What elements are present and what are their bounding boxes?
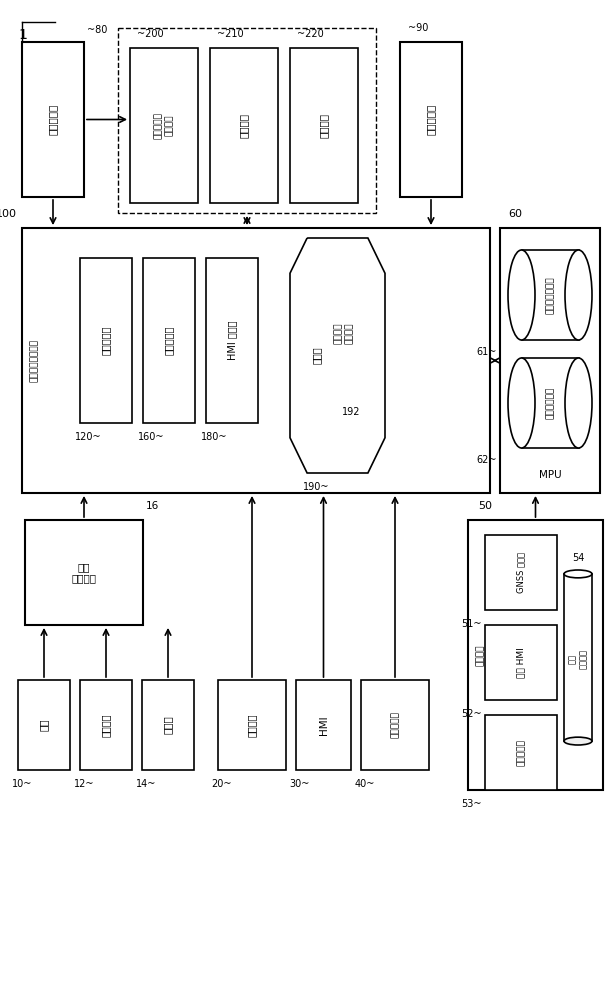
Ellipse shape [508,250,535,340]
Text: 52~: 52~ [461,709,482,719]
Bar [468,520,603,790]
Ellipse shape [565,358,592,448]
Text: 12~: 12~ [74,779,95,789]
Text: 16: 16 [146,501,159,511]
Text: 车辆传感器: 车辆传感器 [390,712,400,738]
Text: ~90: ~90 [409,23,429,33]
Text: 制动装置: 制动装置 [239,113,249,138]
Bar [210,48,278,203]
Bar [22,42,84,197]
Bar [296,680,351,770]
Text: 20~: 20~ [212,779,232,789]
Text: 通信装置: 通信装置 [247,713,257,737]
Bar [361,680,429,770]
Text: 行驶驱动力
输出装置: 行驶驱动力 输出装置 [154,112,174,139]
Ellipse shape [564,737,592,745]
Text: MPU: MPU [539,470,561,480]
Bar [564,574,592,741]
Text: 10~: 10~ [12,779,32,789]
Text: 51~: 51~ [462,619,482,629]
Text: 62~: 62~ [476,455,497,465]
Text: 驾驶操作件: 驾驶操作件 [48,104,58,135]
Text: 14~: 14~ [136,779,156,789]
Text: 192: 192 [342,407,360,417]
Text: 61~: 61~ [476,347,497,357]
Bar [118,28,376,213]
Text: ~200: ~200 [137,29,163,39]
Bar [143,258,195,423]
Bar [206,258,258,423]
Bar [22,228,490,493]
Text: 推荐车道决定部: 推荐车道决定部 [545,276,554,314]
Text: 第二控制部: 第二控制部 [164,326,174,355]
Text: 存储部: 存储部 [312,347,321,364]
Bar [522,358,578,448]
Text: ~80: ~80 [87,25,107,35]
Text: GNSS 接收机: GNSS 接收机 [517,552,525,593]
Text: 第一控制部: 第一控制部 [101,326,111,355]
Text: 控制状态
变更数据: 控制状态 变更数据 [334,322,354,344]
PathPatch shape [290,238,385,473]
Text: 第一
地图信息: 第一 地图信息 [569,649,587,669]
Text: 50: 50 [478,501,492,511]
Text: 1: 1 [18,28,27,42]
Bar [500,228,600,493]
Text: 物体
识别装置: 物体 识别装置 [71,562,96,583]
Text: 路径决定部: 路径决定部 [517,739,525,766]
Text: 相机: 相机 [39,719,49,731]
Bar [290,48,358,203]
Bar [218,680,286,770]
Bar [80,680,132,770]
Bar [485,625,557,700]
Text: 探测器: 探测器 [163,716,173,734]
Text: 自动驾驶控制装置: 自动驾驶控制装置 [29,339,38,382]
Text: 导航 HMI: 导航 HMI [517,647,525,678]
Text: 转向装置: 转向装置 [319,113,329,138]
Text: HMI 控制部: HMI 控制部 [227,321,237,360]
Bar [520,359,534,447]
Bar [142,680,194,770]
Text: ~210: ~210 [217,29,244,39]
Ellipse shape [564,570,592,578]
Text: 180~: 180~ [201,432,228,442]
Bar [80,258,132,423]
Bar [520,251,534,339]
Bar [485,715,557,790]
Text: 53~: 53~ [462,799,482,809]
Bar [400,42,462,197]
Text: 车室内相机: 车室内相机 [426,104,436,135]
Text: 40~: 40~ [355,779,375,789]
Ellipse shape [565,250,592,340]
Bar [522,250,578,340]
Bar [18,680,70,770]
Text: 导航装置: 导航装置 [476,644,484,666]
Text: HMI: HMI [318,715,329,735]
Bar [310,268,378,398]
Ellipse shape [508,358,535,448]
Text: 60: 60 [508,209,522,219]
Text: 54: 54 [572,553,584,563]
Bar [25,520,143,625]
Text: 120~: 120~ [74,432,101,442]
Text: 第二地图信息: 第二地图信息 [545,387,554,419]
Text: 100: 100 [0,209,17,219]
Bar [485,535,557,610]
Text: 30~: 30~ [290,779,310,789]
Bar [130,48,198,203]
Text: ~220: ~220 [297,29,324,39]
Text: 160~: 160~ [138,432,164,442]
Text: 190~: 190~ [303,482,330,492]
Text: 雷达装置: 雷达装置 [101,713,111,737]
